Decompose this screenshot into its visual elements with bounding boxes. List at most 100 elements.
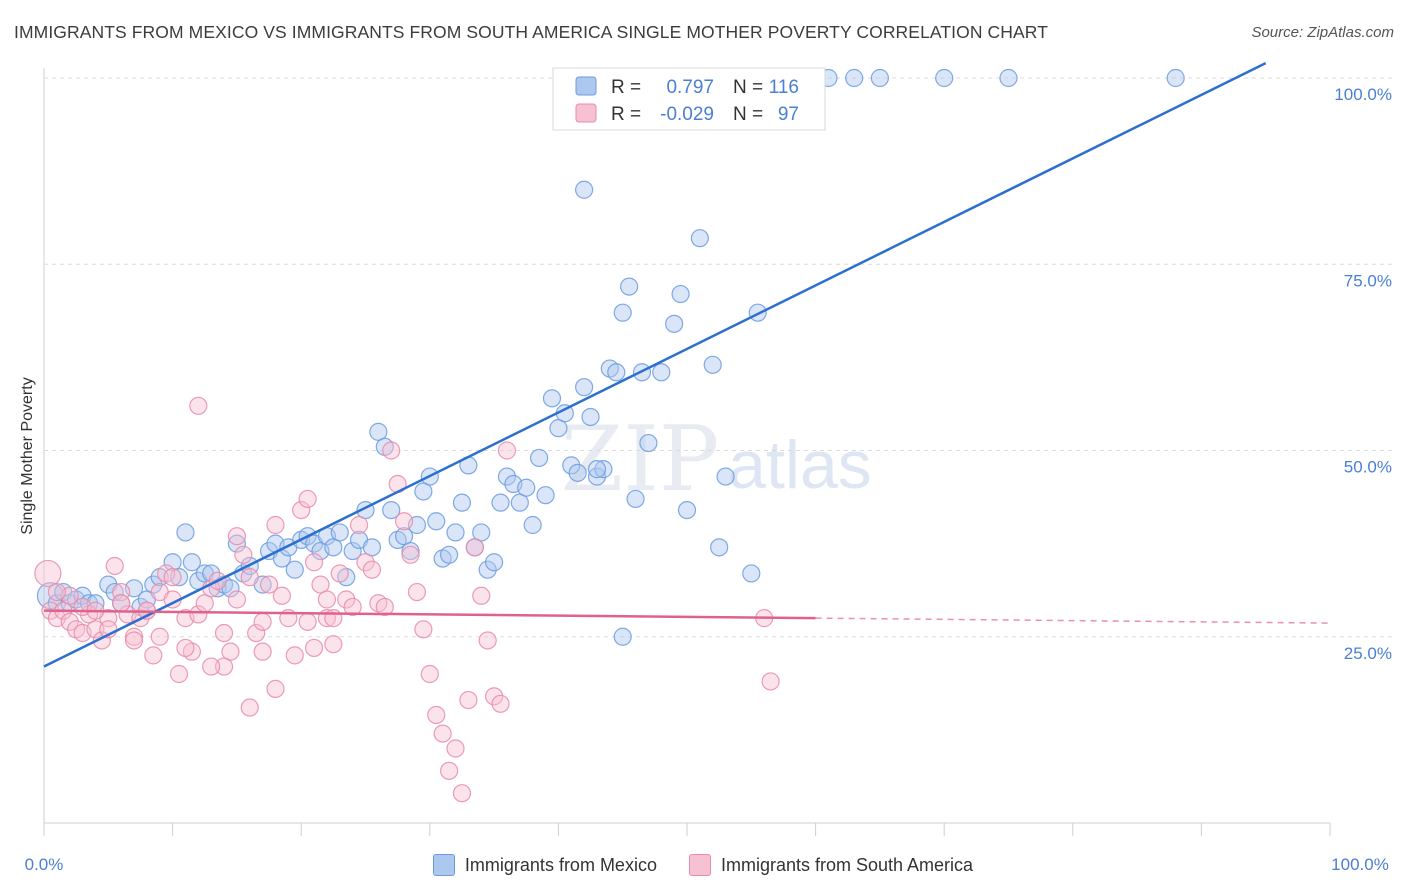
legend-item-mexico[interactable]: Immigrants from Mexico (432, 852, 657, 878)
south-america-point (112, 594, 131, 613)
south-america-point (394, 512, 414, 531)
mexico-point (330, 523, 349, 542)
mexico-point (665, 314, 684, 333)
south-america-point (362, 560, 382, 579)
south-america-point (214, 657, 234, 676)
stats-n-label: N = (733, 77, 763, 98)
stats-r-label: R = (611, 104, 641, 125)
mexico-point (870, 68, 890, 88)
mexico-point (594, 460, 613, 479)
stats-n-value: 116 (769, 77, 799, 98)
stats-r-value: -0.029 (660, 104, 714, 125)
mexico-point (613, 303, 632, 322)
mexico-point (517, 478, 536, 497)
bottom-legend: Immigrants from Mexico Immigrants from S… (0, 852, 1406, 878)
south-america-point (420, 664, 439, 684)
mexico-point (562, 456, 581, 475)
south-america-point (34, 559, 62, 588)
stats-swatch (575, 76, 597, 96)
south-america-point (324, 635, 343, 654)
mexico-point (536, 486, 555, 505)
y-tick-label: 100.0% (1334, 85, 1392, 104)
mexico-point (542, 389, 562, 408)
mexico-point (497, 467, 517, 486)
mexico-point (530, 448, 549, 468)
south-america-point (491, 694, 510, 713)
south-america-trend-line (43, 609, 816, 620)
mexico-point (639, 433, 658, 453)
mexico-point (587, 460, 607, 479)
south-america-point (47, 582, 66, 602)
mexico-point (935, 68, 954, 88)
mexico-point (427, 512, 446, 531)
mexico-point (742, 564, 761, 583)
south-america-point (761, 672, 780, 691)
mexico-point (620, 277, 639, 296)
south-america-point (266, 515, 285, 535)
south-america-point (169, 664, 189, 684)
south-america-point (60, 612, 79, 631)
mexico-point (285, 560, 304, 579)
south-america-point (356, 553, 375, 572)
south-america-point (234, 545, 253, 564)
stats-legend: R = 0.797 N = 116 R = -0.029 N = 97 (552, 67, 826, 131)
y-tick-label: 75.0% (1344, 271, 1392, 290)
mexico-point (485, 553, 504, 572)
south-america-point (382, 441, 401, 460)
mexico-point (690, 229, 709, 248)
mexico-point (446, 523, 465, 542)
mexico-point (999, 68, 1018, 88)
south-america-point (240, 568, 259, 587)
mexico-point (716, 467, 735, 486)
south-america-point (337, 590, 356, 609)
watermark-atlas: atlas (728, 427, 872, 503)
south-america-point (439, 761, 459, 780)
south-america-point (253, 642, 272, 661)
mexico-swatch (432, 854, 455, 876)
mexico-point (581, 407, 600, 427)
south-america-point (304, 638, 324, 658)
south-america-trend-extension (815, 617, 1331, 624)
south-america-point (124, 631, 144, 650)
mexico-point (144, 575, 163, 594)
mexico-point (575, 378, 594, 397)
south-america-point (240, 698, 259, 717)
south-america-point (227, 590, 246, 609)
south-america-point (163, 568, 182, 587)
stats-n-label: N = (733, 104, 763, 125)
south-america-point (214, 623, 234, 643)
stats-r-value: 0.797 (666, 77, 714, 98)
mexico-point (568, 463, 587, 482)
mexico-point (182, 553, 201, 572)
south-america-point (375, 597, 394, 617)
mexico-point (452, 493, 472, 512)
mexico-point (491, 493, 510, 512)
mexico-trend-line (43, 61, 1267, 668)
south-america-point (150, 627, 169, 646)
mexico-point (478, 560, 497, 579)
south-america-point (189, 605, 208, 624)
south-america-point (485, 687, 504, 706)
south-america-point (330, 564, 349, 583)
mexico-point (607, 363, 626, 382)
south-america-point (227, 527, 246, 546)
south-america-point (427, 705, 446, 725)
legend-item-south-america[interactable]: Immigrants from South America (688, 852, 974, 878)
source-label: Source: ZipAtlas.com (1251, 24, 1394, 41)
y-tick-label: 25.0% (1344, 644, 1392, 663)
stats-legend-box (552, 67, 826, 131)
mexico-point (710, 538, 729, 557)
south-america-swatch (688, 854, 711, 876)
stats-swatch (575, 103, 597, 123)
mexico-point (382, 501, 401, 520)
mexico-point (227, 534, 246, 553)
south-america-point (266, 679, 285, 699)
stats-n-value: 97 (778, 104, 799, 125)
south-america-point (298, 612, 317, 631)
south-america-point (144, 646, 163, 665)
legend-label-south-america: Immigrants from South America (720, 854, 974, 875)
mexico-point (343, 541, 362, 561)
mexico-point (105, 582, 124, 602)
legend-label-mexico: Immigrants from Mexico (464, 854, 657, 875)
south-america-point (304, 553, 324, 572)
